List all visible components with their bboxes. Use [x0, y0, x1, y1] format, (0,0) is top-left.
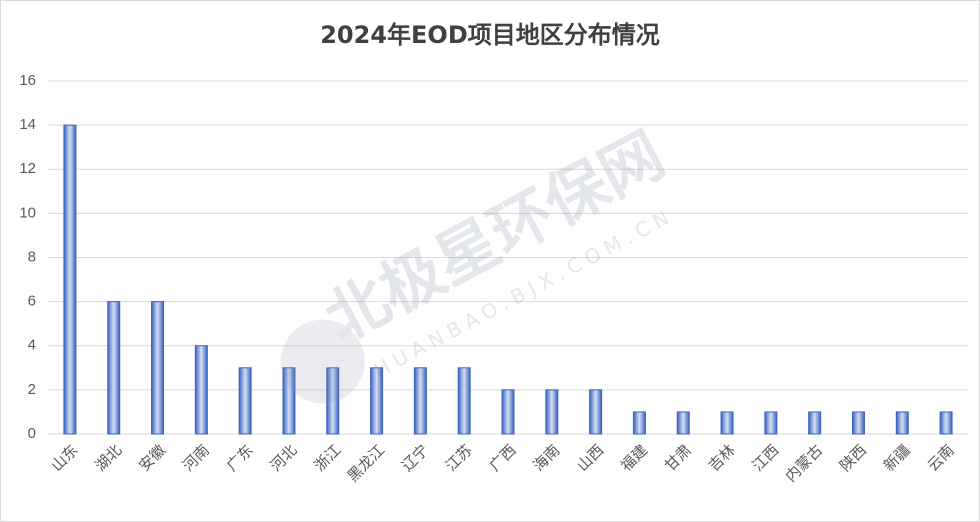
bar [457, 367, 471, 435]
bar [238, 367, 252, 435]
y-tick-label: 14 [19, 116, 36, 133]
bar [720, 411, 734, 435]
y-tick-label: 12 [19, 160, 36, 177]
bar [151, 301, 165, 435]
y-tick-label: 8 [28, 248, 36, 265]
bar [370, 367, 384, 435]
bar [851, 411, 865, 435]
bar [194, 345, 208, 435]
y-tick-label: 10 [19, 204, 36, 221]
y-tick-label: 16 [19, 72, 36, 89]
bar [63, 124, 77, 435]
bar [764, 411, 778, 435]
bar [895, 411, 909, 435]
bar [413, 367, 427, 435]
bar [107, 301, 121, 435]
bar [326, 367, 340, 435]
bar [282, 367, 296, 435]
bar [545, 389, 559, 435]
bar [808, 411, 822, 435]
y-tick-label: 4 [28, 337, 36, 354]
chart-title: 2024年EOD项目地区分布情况 [320, 21, 660, 49]
y-tick-label: 2 [28, 381, 36, 398]
bar [589, 389, 603, 435]
bar [676, 411, 690, 435]
watermark-logo [280, 319, 365, 404]
bar [501, 389, 515, 435]
bar [939, 411, 953, 435]
y-tick-label: 6 [28, 293, 36, 310]
y-tick-label: 0 [28, 425, 36, 442]
bar [632, 411, 646, 435]
